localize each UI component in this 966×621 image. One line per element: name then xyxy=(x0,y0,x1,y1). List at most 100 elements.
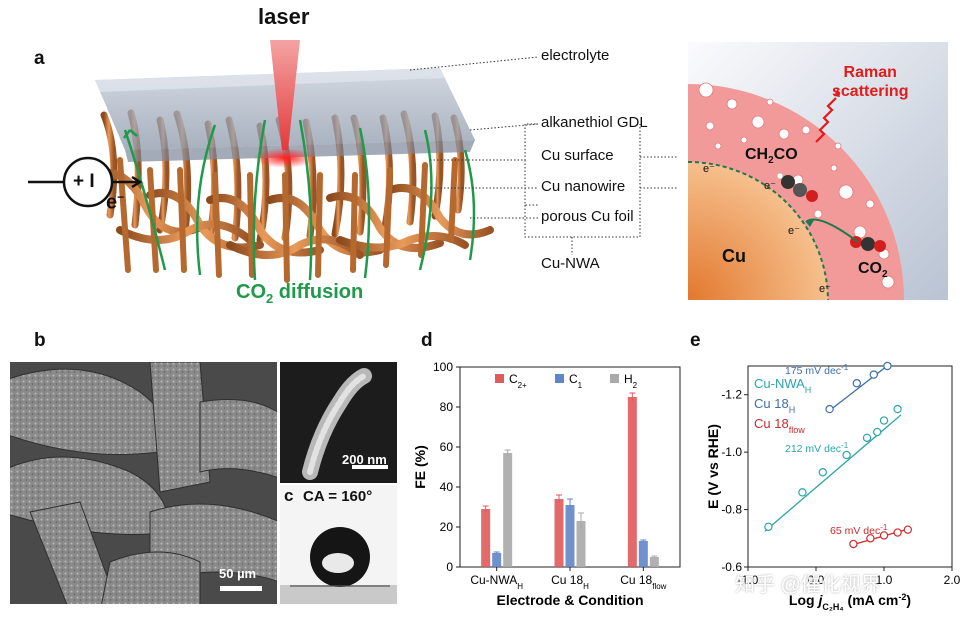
chart-e-slope-label: 175 mV dec-1 xyxy=(785,363,849,378)
chart-e-legend-label: Cu 18H xyxy=(754,396,795,415)
sem-inset-scale: 200 nm xyxy=(342,452,387,467)
contact-angle-image xyxy=(280,485,397,604)
electron-label: e− xyxy=(106,190,125,214)
callout-cu-nanowire: Cu nanowire xyxy=(541,178,626,195)
chart-d-bar xyxy=(627,397,637,567)
laser-label: laser xyxy=(258,4,310,29)
chart-e-point xyxy=(866,534,875,543)
chart-e-point xyxy=(842,450,851,460)
chart-e-xtick-label: 0.0 xyxy=(808,573,825,587)
chart-e: -0.6 -0.8 -1.0 -1.2 -1.0 0.0 1.0 2.0 E (V vs RHE… xyxy=(705,361,961,612)
inset-electron-3: e⁻ xyxy=(788,225,800,237)
chart-e-point xyxy=(872,427,882,437)
ch2co-label: CH2CO xyxy=(745,146,798,167)
chart-e-point xyxy=(798,488,807,497)
inset-electron-4: e⁻ xyxy=(819,283,831,295)
chart-e-point xyxy=(879,531,889,540)
chart-e-ytick-label: -1.2 xyxy=(721,388,742,402)
raman-label: Raman scattering xyxy=(832,64,909,100)
panel-label-a: a xyxy=(34,48,45,69)
chart-e-ylabel: E (V vs RHE) xyxy=(705,424,721,509)
inset-electron-2: e⁻ xyxy=(764,180,776,192)
chart-e-point xyxy=(869,370,878,379)
chart-d-bar xyxy=(649,557,659,567)
chart-e-fit-line xyxy=(829,362,892,412)
chart-d-legend-label: H2 xyxy=(624,372,638,390)
chart-e-ytick-label: -0.6 xyxy=(721,560,742,574)
chart-e-frame xyxy=(747,365,953,568)
reaction-arrow xyxy=(805,218,859,243)
chart-d-ytick-label: 20 xyxy=(440,520,454,534)
chart-d-bar xyxy=(554,499,564,567)
chart-d-legend-swatch xyxy=(495,374,504,383)
chart-e-legend-label: Cu-NWAH xyxy=(754,376,811,395)
chart-d-bar xyxy=(492,553,502,567)
chart-d-legend-label: C1 xyxy=(569,372,583,390)
panel-a-schematic xyxy=(28,40,678,283)
laser-spot xyxy=(253,148,317,168)
callout-porous-foil: porous Cu foil xyxy=(541,208,634,225)
sem-inset-image xyxy=(280,362,397,483)
sem-main-image xyxy=(10,362,277,604)
callout-cu-nwa: Cu-NWA xyxy=(541,255,600,272)
chart-e-slope-label: 212 mV dec-1 xyxy=(785,441,849,456)
chart-e-legend-label: Cu 18flow xyxy=(754,416,805,435)
laser-beam xyxy=(270,40,300,150)
panel-label-b: b xyxy=(34,330,46,351)
contact-angle-label: CA = 160° xyxy=(303,488,373,505)
chart-e-point xyxy=(879,416,889,425)
chart-d-legend-swatch xyxy=(610,374,619,383)
sem-main-scale: 50 µm xyxy=(219,566,257,581)
chart-e-point xyxy=(764,522,773,531)
chart-d-bar xyxy=(638,541,648,567)
current-source xyxy=(28,156,143,208)
callout-lines xyxy=(409,56,678,255)
chart-d-xlabel: Electrode & Condition xyxy=(497,592,644,608)
cu-core-label: Cu xyxy=(722,246,746,266)
chart-d-bar xyxy=(565,505,575,567)
chart-e-xtick-label: 2.0 xyxy=(944,573,961,587)
chart-e-point xyxy=(825,404,834,414)
chart-e-point xyxy=(893,528,902,537)
chart-d-ytick-label: 60 xyxy=(440,440,454,454)
chart-d-category-label: Cu 18flow xyxy=(620,573,666,591)
chart-d-ytick-label: 0 xyxy=(446,560,453,574)
callout-gdl: alkanethiol GDL xyxy=(541,114,648,131)
watermark: 知乎 @催化视界 xyxy=(735,574,881,596)
co2-inset-label: CO2 xyxy=(858,260,888,281)
chart-d-legend-swatch xyxy=(555,374,564,383)
chart-d-ytick-label: 40 xyxy=(440,480,454,494)
circuit-label: + I xyxy=(73,171,95,192)
chart-e-xtick-label: 1.0 xyxy=(876,573,893,587)
chart-d-bar xyxy=(576,521,586,567)
chart-d-ytick-label: 100 xyxy=(433,360,453,374)
chart-d-category-label: Cu 18H xyxy=(551,573,589,591)
chart-e-slope-label: 65 mV dec-1 xyxy=(830,523,888,538)
chart-e-ytick-label: -1.0 xyxy=(721,445,742,459)
chart-d-category-label: Cu-NWAH xyxy=(470,573,523,591)
chart-e-point xyxy=(862,433,872,442)
chart-e-ytick-label: -0.8 xyxy=(721,503,742,517)
panel-label-e: e xyxy=(690,330,701,351)
raman-wave-icon xyxy=(815,97,837,143)
callout-cu-surface: Cu surface xyxy=(541,147,614,164)
panel-label-c: c xyxy=(284,486,294,505)
ch2co-molecule xyxy=(776,172,818,202)
chart-e-point xyxy=(818,468,828,477)
chart-d-legend-label: C2+ xyxy=(509,372,527,390)
chart-e-point xyxy=(849,539,858,549)
panel-label-d: d xyxy=(421,330,433,351)
co2-diffusion-arrows xyxy=(123,119,476,281)
chart-e-xtick-label: -1.0 xyxy=(738,573,759,587)
chart-d-ytick-label: 80 xyxy=(440,400,454,414)
chart-d-bar xyxy=(481,509,491,567)
chart-e-point xyxy=(852,379,861,388)
inset-electron-1: e⁻ xyxy=(703,163,715,175)
callout-electrolyte: electrolyte xyxy=(541,47,610,64)
chart-e-point xyxy=(893,404,902,414)
chart-d-bar xyxy=(503,453,513,567)
cu-surface-inset xyxy=(688,42,948,300)
chart-e-point xyxy=(883,361,892,371)
co2-diffusion-label: CO2 diffusion xyxy=(236,281,364,306)
